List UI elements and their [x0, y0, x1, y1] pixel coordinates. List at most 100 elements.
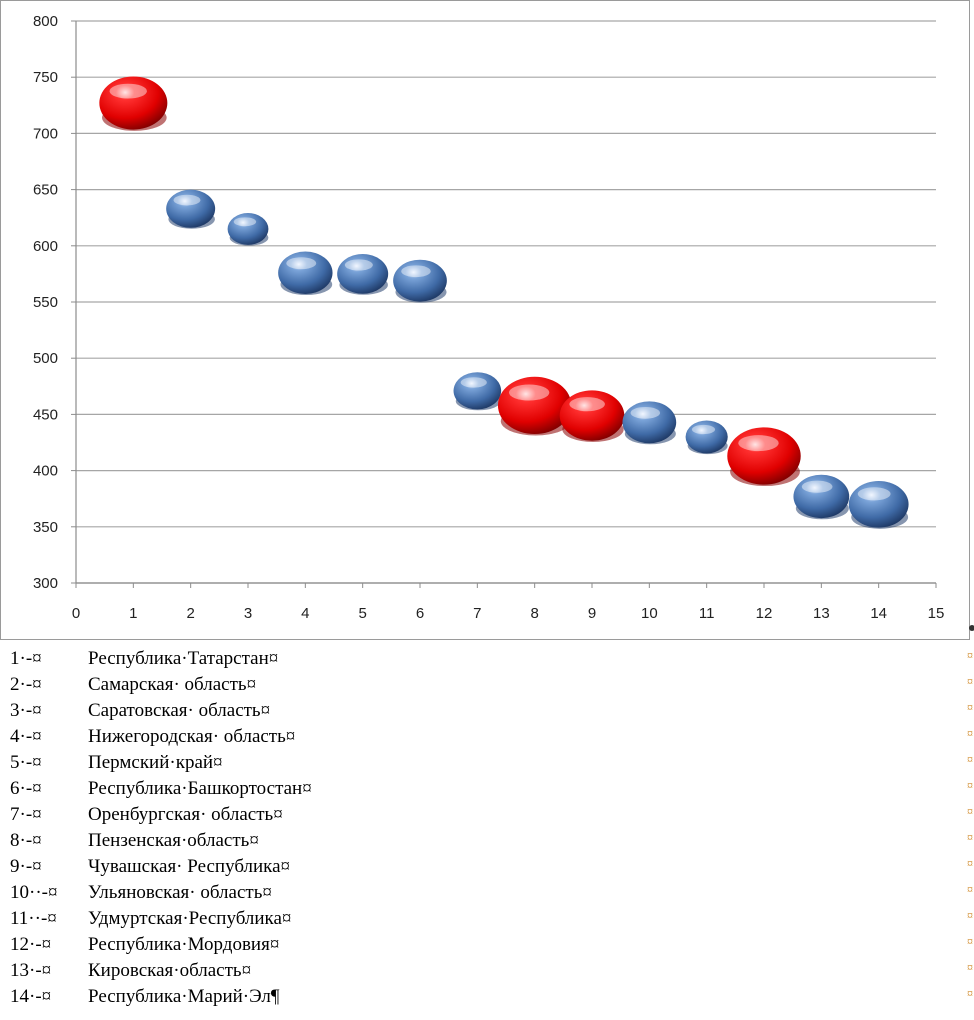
- y-tick-label-8: 700: [33, 125, 58, 142]
- bubble-10: [622, 401, 677, 445]
- legend-region-name: Пермский·край¤: [88, 752, 223, 773]
- legend-row: 3·-¤ Саратовская· область¤ ¤: [0, 700, 974, 726]
- legend-region-name: Чувашская· Республика¤: [88, 856, 291, 877]
- legend-region-name: Удмуртская·Республика¤: [88, 908, 292, 929]
- cell-end-marker: ¤: [967, 804, 973, 818]
- legend-row: 6·-¤ Республика·Башкортостан¤ ¤: [0, 778, 974, 804]
- y-tick-label-9: 750: [33, 69, 58, 86]
- legend-region-name: Республика·Мордовия¤: [88, 934, 280, 955]
- legend-row: 1·-¤ Республика·Татарстан¤ ¤: [0, 648, 974, 674]
- region-legend: 1·-¤ Республика·Татарстан¤ ¤ 2·-¤ Самарская·…: [0, 648, 974, 1012]
- x-tick-label-3: 3: [244, 605, 252, 622]
- x-tick-label-1: 1: [129, 605, 137, 622]
- legend-row: 14·-¤ Республика·Марий·Эл¶ ¤: [0, 986, 974, 1012]
- y-tick-label-4: 500: [33, 350, 58, 367]
- bubble-12: [727, 427, 801, 487]
- x-tick-label-9: 9: [588, 605, 596, 622]
- bubble-1: [99, 76, 168, 131]
- legend-row: 13·-¤ Кировская·область¤ ¤: [0, 960, 974, 986]
- legend-number: 10··-¤: [10, 882, 58, 903]
- legend-row: 12·-¤ Республика·Мордовия¤ ¤: [0, 934, 974, 960]
- x-tick-label-13: 13: [813, 605, 830, 622]
- x-tick-label-12: 12: [756, 605, 773, 622]
- legend-number: 11··-¤: [10, 908, 57, 929]
- cell-end-marker: ¤: [967, 934, 973, 948]
- legend-region-name: Республика·Татарстан¤: [88, 648, 279, 669]
- frame-edge-marker: [969, 625, 974, 631]
- y-tick-label-10: 800: [33, 13, 58, 30]
- y-tick-label-5: 550: [33, 294, 58, 311]
- legend-row: 11··-¤ Удмуртская·Республика¤ ¤: [0, 908, 974, 934]
- legend-region-name: Кировская·область¤: [88, 960, 252, 981]
- x-tick-label-0: 0: [72, 605, 80, 622]
- cell-end-marker: ¤: [967, 778, 973, 792]
- y-tick-label-0: 300: [33, 575, 58, 592]
- x-tick-label-15: 15: [928, 605, 945, 622]
- x-tick-label-5: 5: [358, 605, 366, 622]
- legend-region-name: Оренбургская· область¤: [88, 804, 283, 825]
- cell-end-marker: ¤: [967, 752, 973, 766]
- legend-number: 5·-¤: [10, 752, 42, 773]
- legend-row: 7·-¤ Оренбургская· область¤ ¤: [0, 804, 974, 830]
- cell-end-marker: ¤: [967, 726, 973, 740]
- bubble-9: [559, 390, 625, 442]
- y-tick-label-1: 350: [33, 519, 58, 536]
- legend-row: 2·-¤ Самарская· область¤ ¤: [0, 674, 974, 700]
- bubble-5: [337, 254, 389, 295]
- legend-region-name: Ульяновская· область¤: [88, 882, 272, 903]
- legend-number: 12·-¤: [10, 934, 52, 955]
- legend-number: 13·-¤: [10, 960, 52, 981]
- cell-end-marker: ¤: [967, 908, 973, 922]
- x-tick-label-6: 6: [416, 605, 424, 622]
- x-tick-label-11: 11: [699, 605, 715, 622]
- x-tick-label-10: 10: [641, 605, 658, 622]
- bubble-13: [793, 474, 850, 520]
- cell-end-marker: ¤: [967, 882, 973, 896]
- legend-region-name: Самарская· область¤: [88, 674, 257, 695]
- bubble-8: [497, 376, 572, 436]
- x-tick-label-4: 4: [301, 605, 309, 622]
- bubble-3: [227, 213, 269, 246]
- x-tick-label-2: 2: [186, 605, 194, 622]
- bubble-2: [166, 189, 216, 229]
- legend-row: 9·-¤ Чувашская· Республика¤ ¤: [0, 856, 974, 882]
- legend-number: 6·-¤: [10, 778, 42, 799]
- cell-end-marker: ¤: [967, 830, 973, 844]
- legend-row: 5·-¤ Пермский·край¤ ¤: [0, 752, 974, 778]
- legend-region-name: Республика·Марий·Эл¶: [88, 986, 280, 1007]
- legend-number: 8·-¤: [10, 830, 42, 851]
- bubble-7: [453, 372, 502, 411]
- legend-row: 4·-¤ Нижегородская· область¤ ¤: [0, 726, 974, 752]
- y-tick-label-7: 650: [33, 182, 58, 199]
- legend-number: 14·-¤: [10, 986, 52, 1007]
- cell-end-marker: ¤: [967, 856, 973, 870]
- y-tick-label-3: 450: [33, 406, 58, 423]
- legend-region-name: Саратовская· область¤: [88, 700, 271, 721]
- legend-region-name: Нижегородская· область¤: [88, 726, 296, 747]
- x-tick-label-8: 8: [530, 605, 538, 622]
- y-tick-label-2: 400: [33, 463, 58, 480]
- bubble-14: [848, 480, 909, 529]
- legend-row: 8·-¤ Пензенская·область¤ ¤: [0, 830, 974, 856]
- x-tick-label-7: 7: [473, 605, 481, 622]
- bubble-4: [278, 251, 333, 296]
- legend-region-name: Республика·Башкортостан¤: [88, 778, 312, 799]
- legend-region-name: Пензенская·область¤: [88, 830, 259, 851]
- legend-number: 4·-¤: [10, 726, 42, 747]
- cell-end-marker: ¤: [967, 700, 973, 714]
- legend-number: 3·-¤: [10, 700, 42, 721]
- legend-number: 2·-¤: [10, 674, 42, 695]
- chart-area: 300 350 400 450 500 550 600 650 700 750 800 0 1 2 3 4 5 6…: [0, 0, 974, 640]
- x-tick-label-14: 14: [870, 605, 887, 622]
- legend-row: 10··-¤ Ульяновская· область¤ ¤: [0, 882, 974, 908]
- cell-end-marker: ¤: [967, 674, 973, 688]
- legend-number: 1·-¤: [10, 648, 42, 669]
- cell-end-marker: ¤: [967, 960, 973, 974]
- legend-number: 9·-¤: [10, 856, 42, 877]
- legend-number: 7·-¤: [10, 804, 42, 825]
- bubble-11: [685, 420, 728, 455]
- y-tick-label-6: 600: [33, 238, 58, 255]
- cell-end-marker: ¤: [967, 986, 973, 1000]
- cell-end-marker: ¤: [967, 648, 973, 662]
